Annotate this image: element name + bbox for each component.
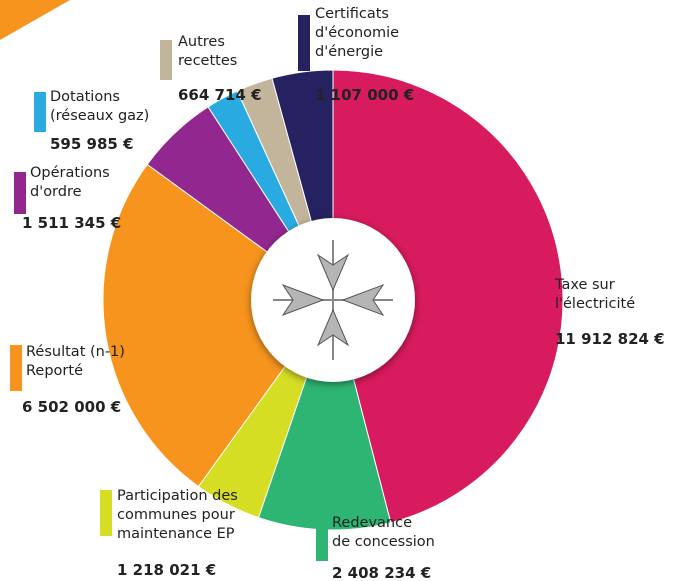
- legend-label: Autres recettes: [178, 34, 238, 69]
- corner-decoration: [0, 0, 70, 40]
- donut: [102, 69, 564, 531]
- value-label: 11 912 824 €: [555, 330, 665, 348]
- value-label: 1 218 021 €: [117, 561, 217, 579]
- legend-label: Participation des communes pour maintena…: [117, 488, 238, 542]
- legend-label: Taxe sur l'électricité: [555, 277, 636, 312]
- legend-swatch: [298, 15, 310, 71]
- value-label: 595 985 €: [50, 135, 134, 153]
- legend-label: Certificats d'économie d'énergie: [315, 6, 400, 60]
- value-label: 1 511 345 €: [22, 214, 122, 232]
- legend-label: Résultat (n-1) Reporté: [26, 344, 125, 379]
- legend-label: Dotations (réseaux gaz): [50, 89, 150, 124]
- legend-label: Redevance de concession: [332, 515, 435, 550]
- legend-swatch: [316, 517, 328, 561]
- legend-swatch: [540, 280, 552, 326]
- value-label: 664 714 €: [178, 86, 262, 104]
- legend-swatch: [100, 490, 112, 536]
- legend-swatch: [160, 40, 172, 80]
- value-label: 6 502 000 €: [22, 398, 122, 416]
- value-label: 2 408 234 €: [332, 564, 432, 581]
- value-label: 1 107 000 €: [315, 86, 415, 104]
- legend-label: Opérations d'ordre: [30, 165, 110, 200]
- legend-swatch: [14, 172, 26, 214]
- center-icon: [273, 240, 393, 360]
- legend-swatch: [10, 345, 22, 391]
- legend-swatch: [34, 92, 46, 132]
